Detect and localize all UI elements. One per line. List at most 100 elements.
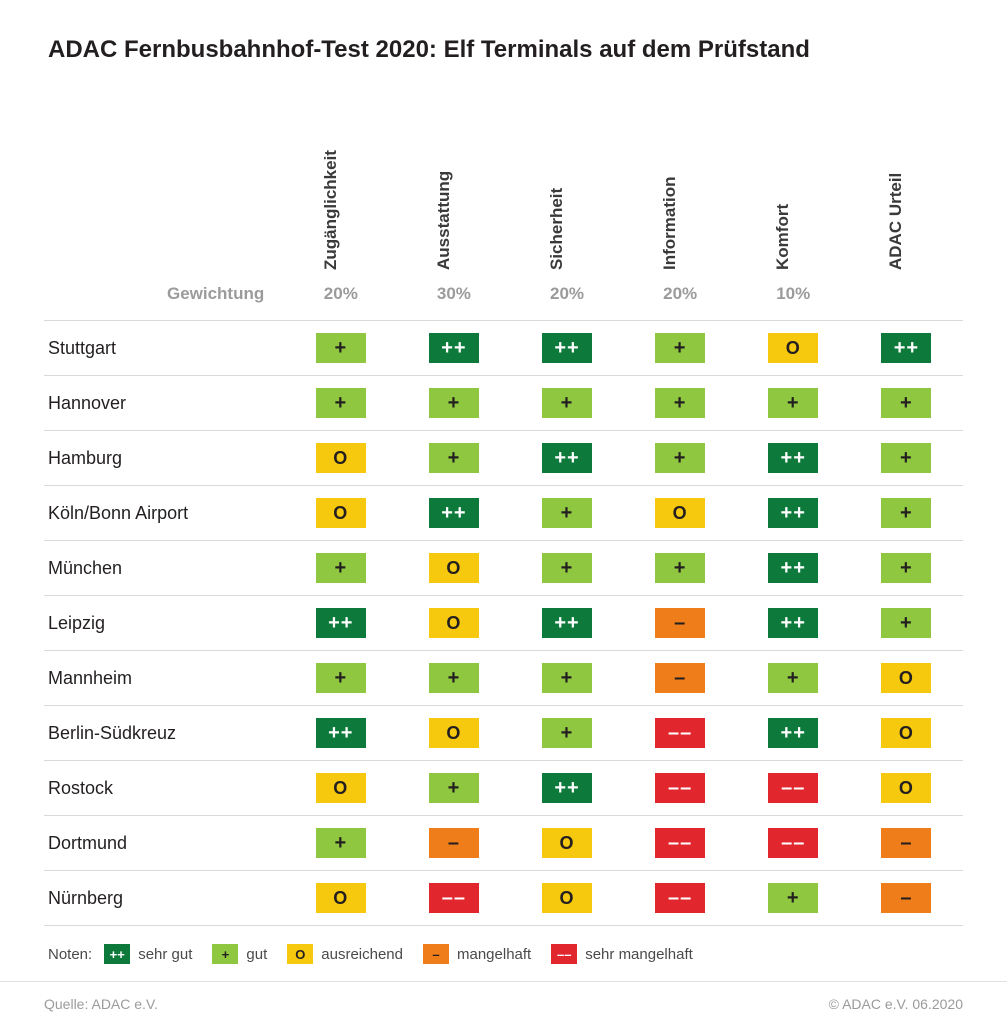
rating-chip-o: O: [316, 443, 366, 473]
column-weight: 20%: [284, 284, 397, 321]
rating-cell: +: [850, 541, 963, 596]
rating-cell: +: [624, 541, 737, 596]
rating-cell: O: [284, 486, 397, 541]
rating-cell: O: [850, 761, 963, 816]
rating-cell: ––: [624, 816, 737, 871]
row-city-label: Mannheim: [44, 651, 284, 706]
rating-cell: –: [624, 596, 737, 651]
table-row: Hannover++++++: [44, 376, 963, 431]
weighting-row: Gewichtung 20% 30% 20% 20% 10%: [44, 284, 963, 321]
rating-chip-p: +: [316, 663, 366, 693]
legend-item-label: mangelhaft: [457, 946, 531, 963]
rating-chip-o: O: [768, 333, 818, 363]
table-row: Stuttgart++++++O++: [44, 321, 963, 376]
rating-cell: O: [397, 706, 510, 761]
rating-chip-p: +: [542, 498, 592, 528]
rating-chip-pp: ++: [881, 333, 931, 363]
rating-cell: +: [510, 541, 623, 596]
rating-chip-p: +: [316, 828, 366, 858]
rating-cell: +: [737, 376, 850, 431]
rating-cell: +: [850, 596, 963, 651]
legend: Noten: ++sehr gut+gutOausreichend–mangel…: [44, 944, 963, 964]
rating-cell: O: [284, 761, 397, 816]
row-city-label: Nürnberg: [44, 871, 284, 926]
rating-cell: ++: [737, 706, 850, 761]
legend-swatch-o: O: [287, 944, 313, 964]
table-row: HamburgO+++++++: [44, 431, 963, 486]
rating-chip-pp: ++: [768, 608, 818, 638]
rating-chip-p: +: [429, 663, 479, 693]
rating-chip-m: –: [881, 828, 931, 858]
rating-cell: O: [284, 871, 397, 926]
rating-chip-o: O: [316, 883, 366, 913]
rating-cell: +: [624, 376, 737, 431]
row-city-label: Leipzig: [44, 596, 284, 651]
rating-chip-pp: ++: [542, 608, 592, 638]
rating-cell: ++: [284, 596, 397, 651]
rating-chip-p: +: [768, 388, 818, 418]
rating-cell: O: [737, 321, 850, 376]
row-city-label: Hannover: [44, 376, 284, 431]
table-row: Köln/Bonn AirportO+++O+++: [44, 486, 963, 541]
row-city-label: München: [44, 541, 284, 596]
rating-cell: +: [850, 486, 963, 541]
rating-chip-p: +: [881, 443, 931, 473]
rating-cell: –: [850, 871, 963, 926]
rating-cell: O: [850, 651, 963, 706]
rating-chip-pp: ++: [316, 718, 366, 748]
rating-chip-p: +: [316, 553, 366, 583]
rating-cell: +: [737, 871, 850, 926]
rating-cell: ––: [624, 706, 737, 761]
rating-chip-pp: ++: [542, 443, 592, 473]
rating-chip-mm: ––: [768, 773, 818, 803]
rating-chip-m: –: [881, 883, 931, 913]
rating-chip-p: +: [881, 388, 931, 418]
rating-chip-pp: ++: [768, 553, 818, 583]
rating-chip-o: O: [429, 718, 479, 748]
rating-cell: +: [510, 706, 623, 761]
rating-chip-mm: ––: [429, 883, 479, 913]
rating-chip-pp: ++: [316, 608, 366, 638]
rating-chip-mm: ––: [655, 883, 705, 913]
rating-chip-p: +: [542, 718, 592, 748]
rating-chip-pp: ++: [768, 498, 818, 528]
rating-cell: ++: [737, 541, 850, 596]
legend-swatch-p: +: [212, 944, 238, 964]
rating-chip-o: O: [542, 883, 592, 913]
legend-item-label: ausreichend: [321, 946, 403, 963]
rating-cell: ––: [624, 871, 737, 926]
row-city-label: Rostock: [44, 761, 284, 816]
table-row: München+O+++++: [44, 541, 963, 596]
legend-item-label: gut: [246, 946, 267, 963]
column-weight: 10%: [737, 284, 850, 321]
footer-source: Quelle: ADAC e.V.: [44, 996, 158, 1012]
rating-chip-o: O: [316, 498, 366, 528]
rating-chip-p: +: [881, 498, 931, 528]
table-row: Nürnberg O –– O –– + –: [44, 871, 963, 926]
rating-cell: ++: [397, 321, 510, 376]
rating-cell: +: [284, 321, 397, 376]
row-city-label: Hamburg: [44, 431, 284, 486]
rating-cell: +: [397, 761, 510, 816]
rating-cell: ++: [397, 486, 510, 541]
rating-chip-p: +: [542, 553, 592, 583]
rating-chip-p: +: [655, 553, 705, 583]
rating-chip-o: O: [429, 608, 479, 638]
page-title: ADAC Fernbusbahnhof-Test 2020: Elf Termi…: [44, 36, 963, 64]
rating-chip-pp: ++: [429, 333, 479, 363]
rating-cell: ++: [737, 596, 850, 651]
rating-chip-pp: ++: [542, 333, 592, 363]
rating-cell: O: [850, 706, 963, 761]
rating-cell: O: [624, 486, 737, 541]
rating-cell: O: [510, 871, 623, 926]
legend-item-label: sehr gut: [138, 946, 192, 963]
table-row: Berlin-Südkreuz++O+––++O: [44, 706, 963, 761]
rating-cell: +: [850, 376, 963, 431]
rating-cell: ––: [737, 761, 850, 816]
column-weight: 30%: [397, 284, 510, 321]
rating-cell: +: [284, 376, 397, 431]
table-head: Zugänglichkeit Ausstattung Sicherheit In…: [44, 114, 963, 321]
rating-chip-pp: ++: [768, 718, 818, 748]
rating-cell: +: [624, 321, 737, 376]
table-row: RostockO+++––––O: [44, 761, 963, 816]
